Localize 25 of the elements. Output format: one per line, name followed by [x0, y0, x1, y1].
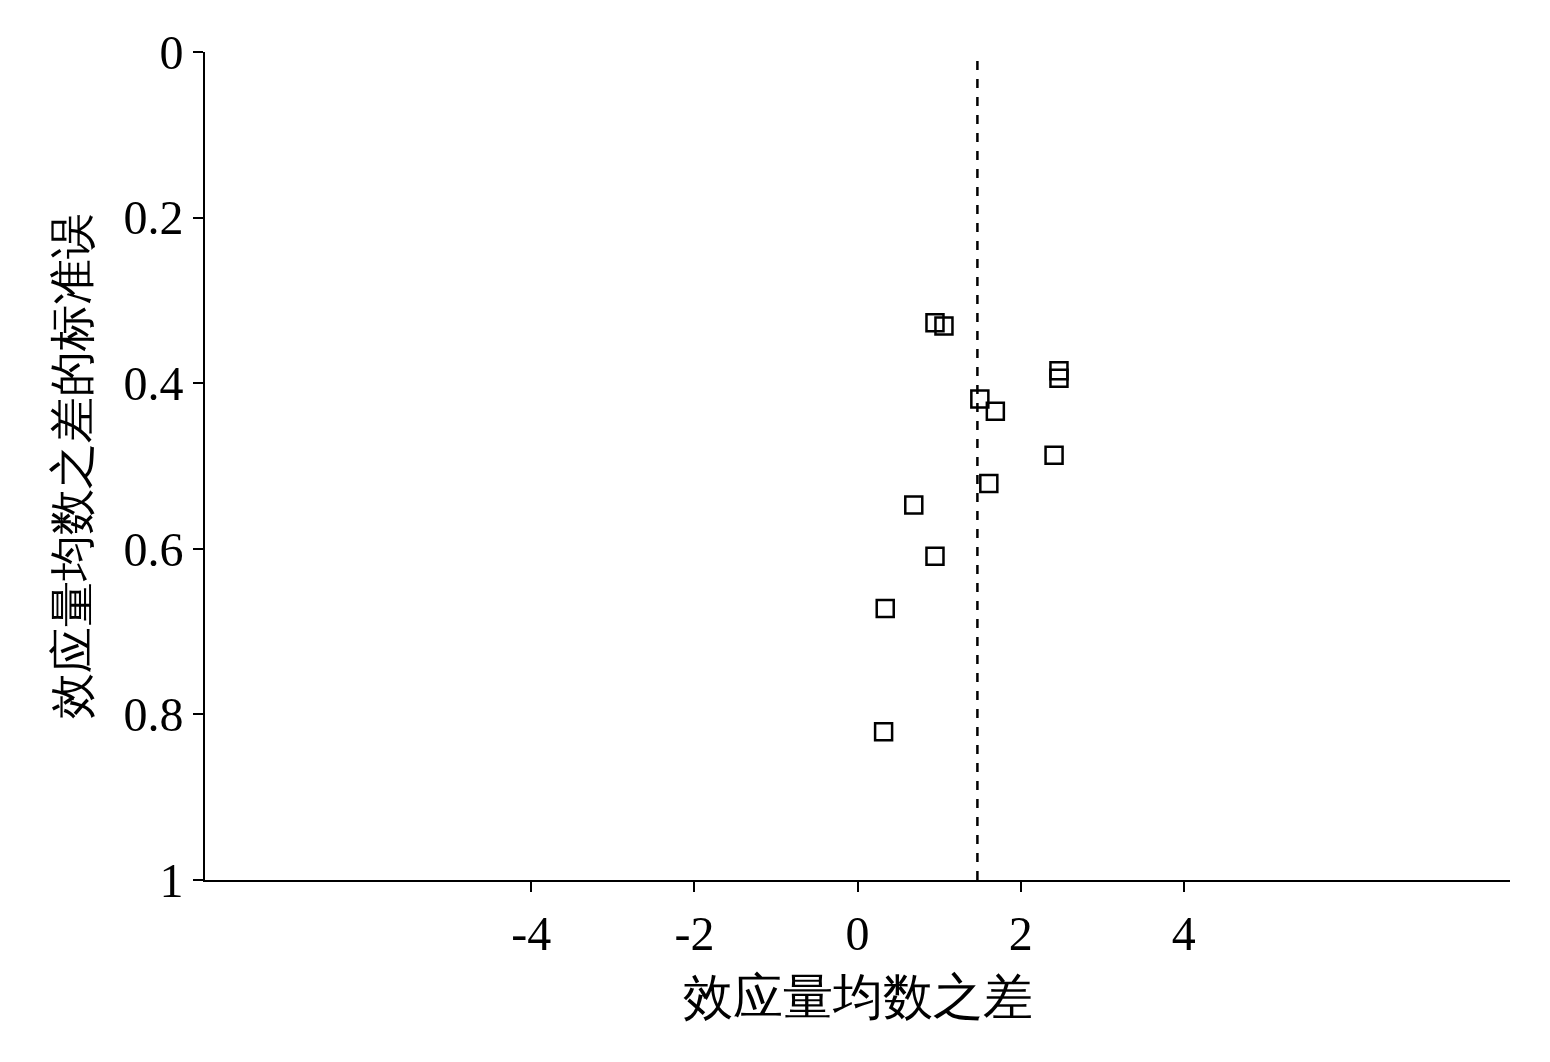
y-tick-label: 1 [159, 853, 184, 907]
x-tick-label: 2 [1008, 906, 1033, 960]
point [925, 546, 945, 566]
point [873, 722, 894, 742]
point [934, 316, 954, 336]
point [970, 389, 990, 409]
y-tick-label: 0.4 [123, 357, 184, 410]
point [979, 473, 999, 494]
y-axis-title: 效应量均数之差的标准误 [47, 213, 99, 719]
point [1049, 368, 1069, 388]
y-tick-label: 0 [159, 25, 184, 79]
x-tick-label: -4 [511, 906, 552, 960]
point [904, 495, 924, 515]
y-tick-label: 0.2 [123, 191, 184, 245]
y-tick-label: 0.8 [123, 688, 184, 742]
point [925, 313, 945, 333]
y-tick-label: 0.6 [123, 522, 184, 576]
x-axis-title: 效应量均数之差 [682, 968, 1033, 1025]
point [1049, 361, 1069, 381]
point [875, 598, 895, 619]
point [985, 401, 1006, 422]
point [1044, 445, 1064, 465]
x-tick-label: 0 [845, 906, 870, 960]
x-tick-label: 4 [1171, 906, 1196, 960]
x-tick-label: -2 [674, 906, 715, 960]
